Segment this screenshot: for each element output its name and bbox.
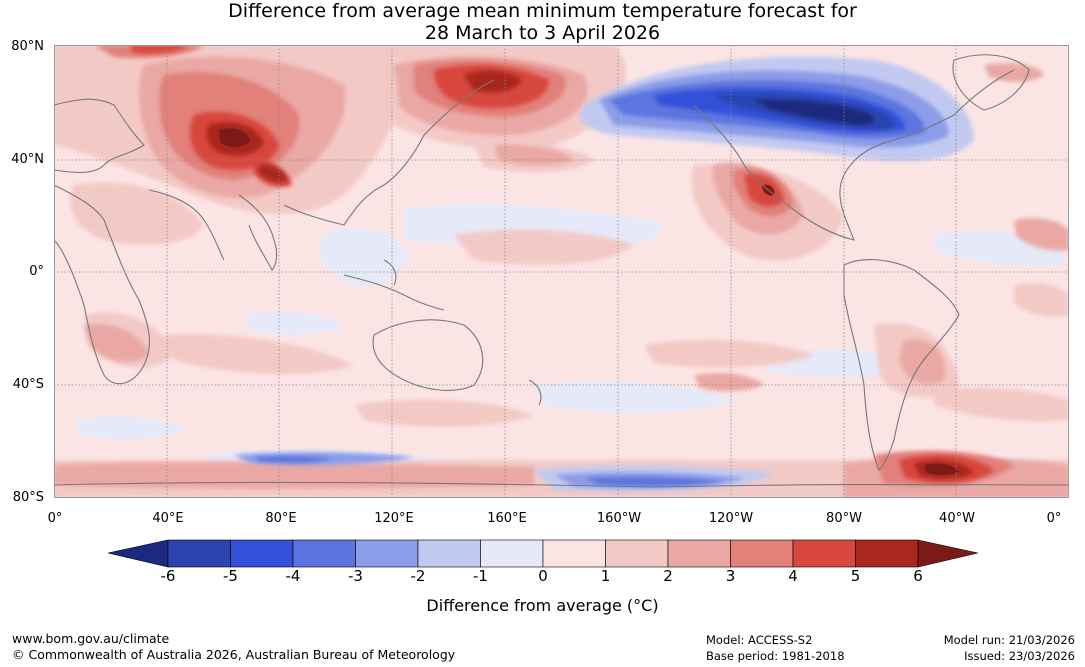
colorbar-tick-label: -4 bbox=[285, 567, 301, 585]
canada-cold-anomaly bbox=[580, 56, 974, 162]
colorbar-tick-label: 5 bbox=[850, 567, 861, 585]
footer-base-period: Base period: 1981-2018 bbox=[706, 649, 845, 663]
colorbar-tick-label: -3 bbox=[348, 567, 363, 585]
footer-model-run: Model run: 21/03/2026 bbox=[943, 633, 1075, 647]
footer-model: Model: ACCESS-S2 bbox=[706, 633, 813, 647]
colorbar-segment bbox=[417, 539, 481, 568]
colorbar-tick-label: 2 bbox=[663, 567, 673, 585]
colorbar-tick-label: 6 bbox=[913, 567, 923, 585]
colorbar-tick-label: 0 bbox=[538, 567, 548, 585]
colorbar-tick-label: 3 bbox=[725, 567, 736, 585]
lat-label-0: 0° bbox=[29, 264, 44, 279]
colorbar-segment bbox=[792, 539, 856, 568]
footer-website[interactable]: www.bom.gov.au/climate bbox=[12, 631, 170, 646]
lon-label-40w: 40°W bbox=[939, 511, 975, 526]
lon-label-120w: 120°W bbox=[708, 511, 754, 526]
colorbar bbox=[108, 539, 978, 568]
lon-label-80e: 80°E bbox=[265, 511, 297, 526]
colorbar-segment bbox=[292, 539, 356, 568]
colorbar-segment bbox=[230, 539, 294, 568]
lon-label-80w: 80°W bbox=[826, 511, 862, 526]
colorbar-label: Difference from average (°C) bbox=[426, 596, 659, 615]
colorbar-tick-label: 4 bbox=[788, 567, 798, 585]
lat-label-80n: 80°N bbox=[11, 39, 44, 54]
colorbar-segment bbox=[667, 539, 731, 568]
coastlines bbox=[54, 54, 1069, 488]
lon-label-160w: 160°W bbox=[596, 511, 642, 526]
colorbar-tick-label: -6 bbox=[160, 567, 176, 585]
lat-label-40s: 40°S bbox=[12, 377, 44, 392]
title-line-2: 28 March to 3 April 2026 bbox=[424, 22, 661, 44]
colorbar-extend-low bbox=[108, 539, 169, 568]
lat-label-80s: 80°S bbox=[12, 490, 44, 505]
colorbar-tick-label: -2 bbox=[410, 567, 426, 585]
lon-label-160e: 160°E bbox=[487, 511, 527, 526]
colorbar-segment bbox=[605, 539, 669, 568]
map-frame bbox=[54, 45, 1069, 498]
colorbar-segment bbox=[355, 539, 419, 568]
colorbar-segment bbox=[542, 539, 606, 568]
colorbar-segment bbox=[167, 539, 231, 568]
colorbar-extend-high bbox=[917, 539, 978, 568]
colorbar-tick-label: -1 bbox=[473, 567, 488, 585]
footer-issued: Issued: 23/03/2026 bbox=[964, 649, 1075, 663]
anomaly-map bbox=[54, 45, 1069, 498]
lat-label-40n: 40°N bbox=[11, 152, 44, 167]
title-line-1: Difference from average mean minimum tem… bbox=[228, 0, 857, 22]
footer-copyright: © Commonwealth of Australia 2026, Austra… bbox=[12, 647, 456, 662]
colorbar-segment bbox=[480, 539, 544, 568]
colorbar-segment bbox=[855, 539, 919, 568]
lon-label-0-left: 0° bbox=[47, 511, 63, 526]
lon-label-0-right: 0° bbox=[1046, 511, 1062, 526]
lon-label-120e: 120°E bbox=[374, 511, 414, 526]
graticule bbox=[54, 45, 1069, 498]
colorbar-tick-label: -5 bbox=[223, 567, 238, 585]
colorbar-segment bbox=[730, 539, 794, 568]
colorbar-tick-label: 1 bbox=[600, 567, 611, 585]
lon-label-40e: 40°E bbox=[152, 511, 184, 526]
